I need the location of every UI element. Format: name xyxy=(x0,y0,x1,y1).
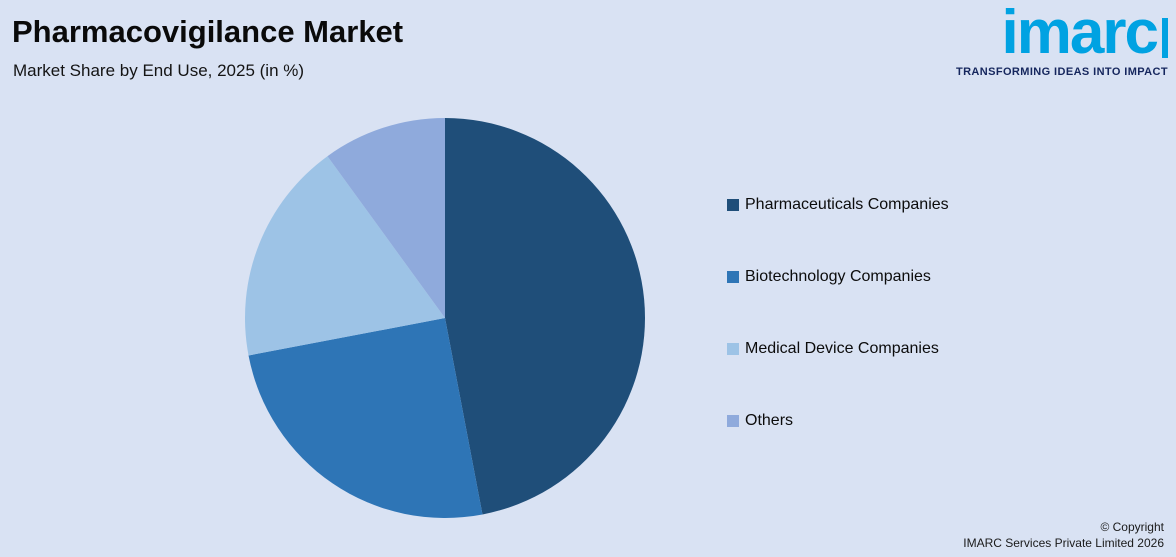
legend-label: Others xyxy=(745,412,794,429)
pie-slice-3 xyxy=(327,118,445,318)
logo-wordmark: imarc xyxy=(1001,0,1159,67)
copyright-line1: © Copyright xyxy=(1100,519,1164,534)
pie-slice-0 xyxy=(445,118,646,515)
legend-swatch-icon xyxy=(727,271,739,283)
logo-bar-icon xyxy=(1162,17,1168,58)
page-title: Pharmacovigilance Market xyxy=(12,14,404,49)
pie-chart-svg xyxy=(245,118,646,518)
copyright-line2: IMARC Services Private Limited 2026 xyxy=(963,535,1164,550)
legend: Pharmaceuticals Companies Biotechnology C… xyxy=(727,196,949,430)
legend-swatch-icon xyxy=(727,415,739,427)
legend-item: Pharmaceuticals Companies xyxy=(727,196,949,214)
copyright: © Copyright IMARC Services Private Limit… xyxy=(963,519,1164,551)
legend-item: Others xyxy=(727,412,949,430)
pie-slice-1 xyxy=(248,318,483,518)
page-subtitle: Market Share by End Use, 2025 (in %) xyxy=(13,61,305,80)
legend-label: Medical Device Companies xyxy=(745,340,939,357)
legend-swatch-icon xyxy=(727,343,739,355)
imarc-logo: imarc TRANSFORMING IDEAS INTO IMPACT xyxy=(955,0,1168,78)
legend-swatch-icon xyxy=(727,199,739,211)
legend-item: Biotechnology Companies xyxy=(727,268,949,286)
legend-item: Medical Device Companies xyxy=(727,340,949,358)
logo-tagline: TRANSFORMING IDEAS INTO IMPACT xyxy=(955,65,1168,78)
legend-label: Biotechnology Companies xyxy=(745,268,931,285)
pie-chart xyxy=(243,116,647,520)
legend-label: Pharmaceuticals Companies xyxy=(745,196,949,213)
pie-slice-2 xyxy=(245,156,445,356)
